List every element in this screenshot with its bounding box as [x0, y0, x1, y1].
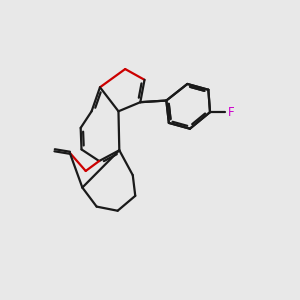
Text: F: F	[228, 106, 235, 118]
